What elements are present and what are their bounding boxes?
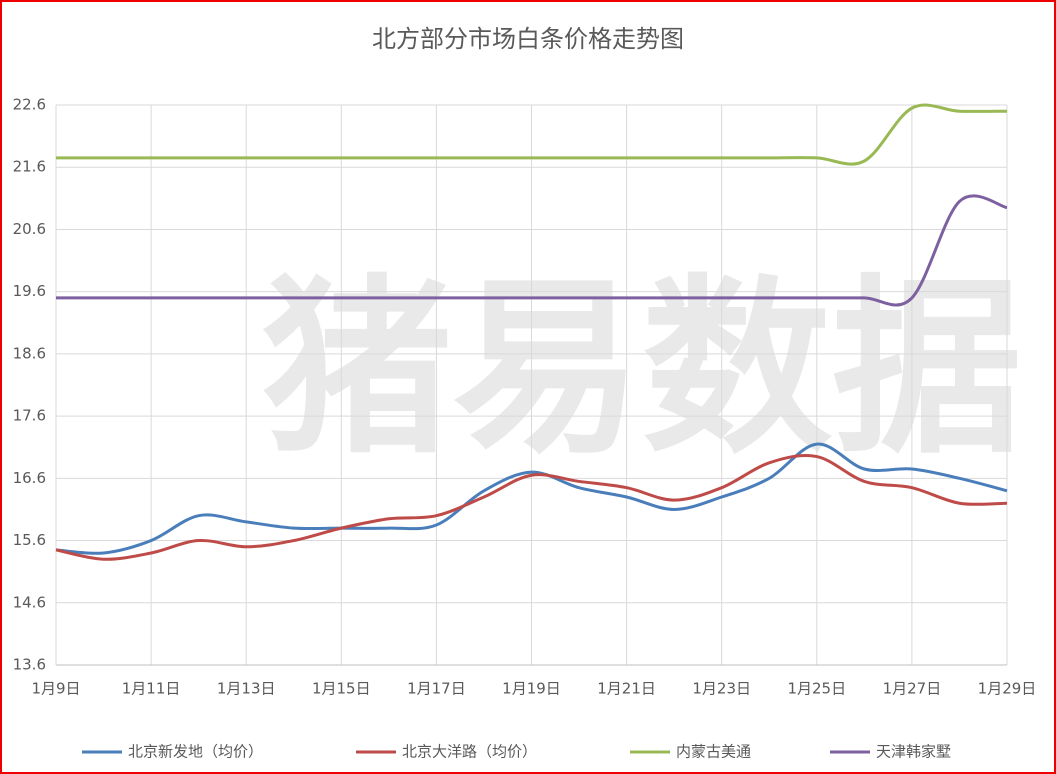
y-tick-label: 19.6 [13, 282, 46, 300]
watermark: 猪易数据 [262, 258, 1022, 479]
series-line [56, 103, 1008, 166]
series-line [56, 194, 1008, 307]
x-tick-label: 1月29日 [978, 680, 1037, 698]
x-tick-label: 1月19日 [502, 680, 561, 698]
x-tick-label: 1月11日 [122, 680, 181, 698]
legend-label: 北京大洋路（均价） [402, 743, 537, 761]
y-tick-label: 22.6 [13, 96, 46, 114]
x-tick-label: 1月27日 [883, 680, 942, 698]
y-tick-label: 18.6 [13, 344, 46, 362]
y-tick-label: 21.6 [13, 158, 46, 176]
y-tick-label: 17.6 [13, 407, 46, 425]
y-tick-label: 14.6 [13, 593, 46, 611]
y-tick-label: 15.6 [13, 531, 46, 549]
x-tick-label: 1月23日 [692, 680, 751, 698]
y-tick-label: 13.6 [13, 656, 46, 674]
x-tick-label: 1月15日 [312, 680, 371, 698]
series-line [55, 442, 1008, 555]
legend-label: 北京新发地（均价） [128, 743, 263, 761]
x-tick-label: 1月9日 [31, 680, 80, 698]
series-line [55, 453, 1008, 561]
y-tick-label: 20.6 [13, 220, 46, 238]
x-tick-label: 1月25日 [787, 680, 846, 698]
legend-label: 内蒙古美通 [676, 743, 751, 761]
x-tick-label: 1月21日 [597, 680, 656, 698]
x-tick-label: 1月13日 [217, 680, 276, 698]
chart-title: 北方部分市场白条价格走势图 [372, 25, 684, 53]
x-tick-label: 1月17日 [407, 680, 466, 698]
legend-label: 天津韩家墅 [876, 743, 951, 761]
y-tick-label: 16.6 [13, 469, 46, 487]
